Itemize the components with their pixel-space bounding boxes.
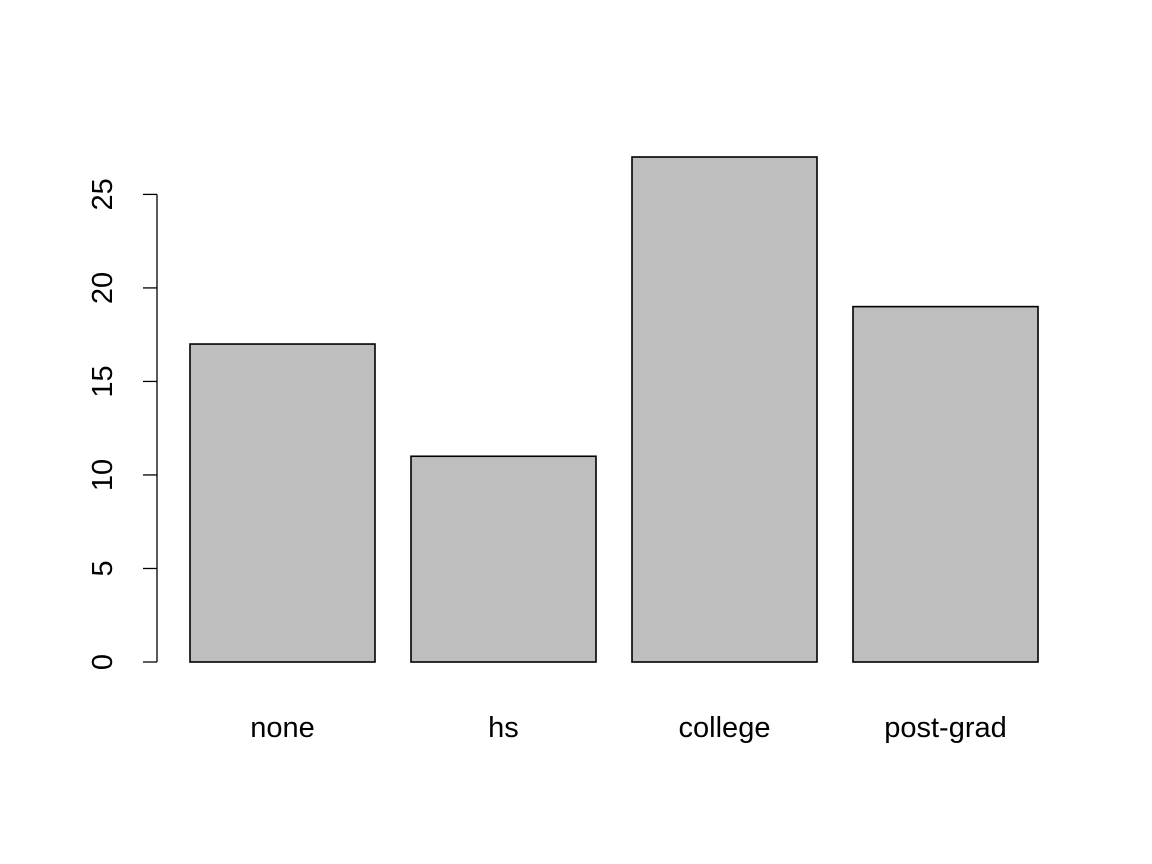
- x-category-label: post-grad: [884, 712, 1007, 744]
- y-tick-label: 10: [87, 459, 119, 491]
- y-axis: 0 5 10 15 20 25: [87, 178, 158, 670]
- y-tick-label: 15: [87, 365, 119, 397]
- y-tick-label: 0: [87, 654, 119, 670]
- y-tick-label: 5: [87, 560, 119, 576]
- bar-none: [189, 343, 376, 663]
- bar-college: [631, 156, 818, 663]
- x-category-labels: none hs college post-grad: [250, 712, 1007, 744]
- x-category-label: none: [250, 712, 315, 744]
- x-category-label: college: [679, 712, 771, 744]
- y-tick-label: 25: [87, 178, 119, 210]
- bars-group: [189, 156, 1039, 663]
- bar-hs: [410, 455, 597, 663]
- bar-post-grad: [852, 305, 1039, 663]
- y-tick-label: 20: [87, 272, 119, 304]
- x-category-label: hs: [488, 712, 519, 744]
